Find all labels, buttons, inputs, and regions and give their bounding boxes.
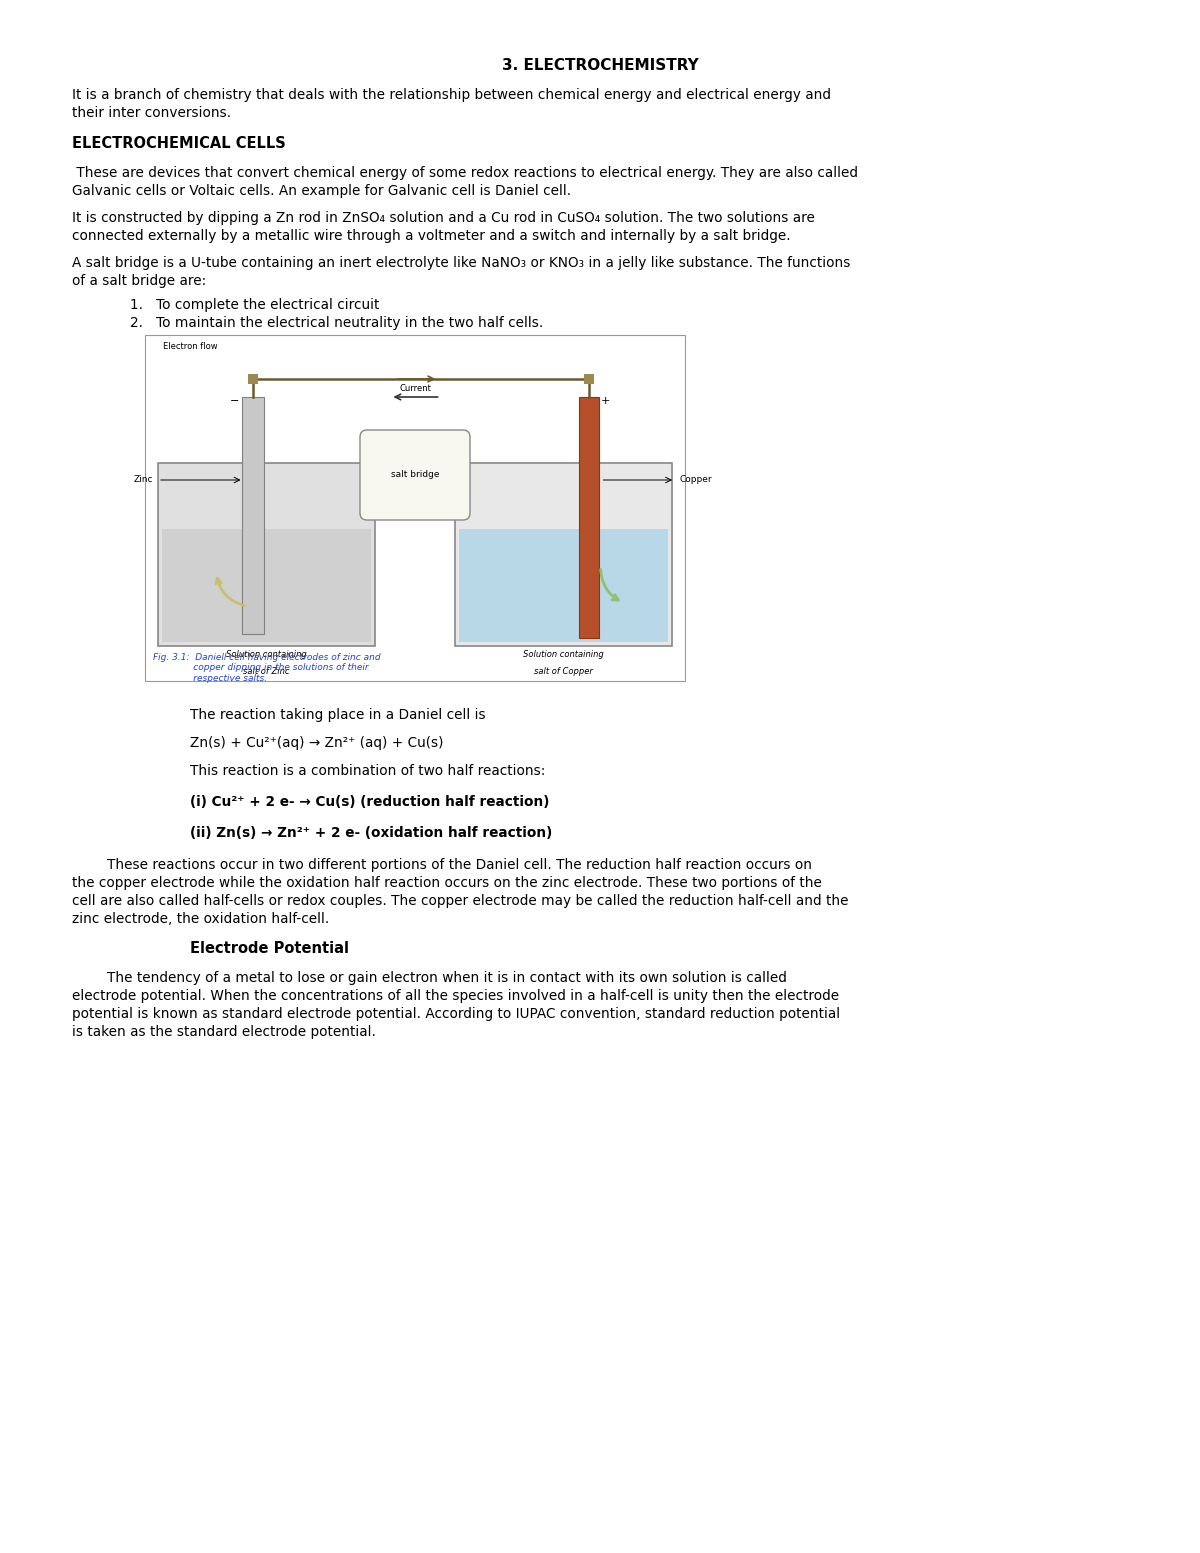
Text: salt of Zinc: salt of Zinc [244,666,289,676]
Text: is taken as the standard electrode potential.: is taken as the standard electrode poten… [72,1025,376,1039]
Text: −: − [230,396,239,405]
Text: Copper: Copper [680,475,713,485]
Bar [578,398,599,638]
Bar [455,463,672,646]
Bar [583,374,594,384]
Text: zinc electrode, the oxidation half-cell.: zinc electrode, the oxidation half-cell. [72,912,329,926]
Text: Electrode Potential: Electrode Potential [190,941,349,957]
Bar [247,374,258,384]
Text: 1.   To complete the electrical circuit: 1. To complete the electrical circuit [130,298,379,312]
Text: Galvanic cells or Voltaic cells. An example for Galvanic cell is Daniel cell.: Galvanic cells or Voltaic cells. An exam… [72,183,571,197]
Text: (ii) Zn(s) → Zn²⁺ + 2 e- (oxidation half reaction): (ii) Zn(s) → Zn²⁺ + 2 e- (oxidation half… [190,826,552,840]
Text: The tendency of a metal to lose or gain electron when it is in contact with its : The tendency of a metal to lose or gain … [72,971,787,985]
Text: connected externally by a metallic wire through a voltmeter and a switch and int: connected externally by a metallic wire … [72,228,791,242]
Text: 2.   To maintain the electrical neutrality in the two half cells.: 2. To maintain the electrical neutrality… [130,315,544,329]
Text: This reaction is a combination of two half reactions:: This reaction is a combination of two ha… [190,764,545,778]
Text: of a salt bridge are:: of a salt bridge are: [72,273,206,287]
Bar [145,335,685,682]
Text: salt bridge: salt bridge [391,471,439,480]
Text: 3. ELECTROCHEMISTRY: 3. ELECTROCHEMISTRY [502,57,698,73]
Text: It is a branch of chemistry that deals with the relationship between chemical en: It is a branch of chemistry that deals w… [72,89,830,102]
Text: It is constructed by dipping a Zn rod in ZnSO₄ solution and a Cu rod in CuSO₄ so: It is constructed by dipping a Zn rod in… [72,211,815,225]
Text: Current: Current [400,384,432,393]
Text: Zinc: Zinc [133,475,154,485]
Text: (i) Cu²⁺ + 2 e- → Cu(s) (reduction half reaction): (i) Cu²⁺ + 2 e- → Cu(s) (reduction half … [190,795,550,809]
Text: These reactions occur in two different portions of the Daniel cell. The reductio: These reactions occur in two different p… [72,857,812,871]
Text: their inter conversions.: their inter conversions. [72,106,232,120]
Bar [162,528,371,641]
Text: Fig. 3.1:  Daniell cell having electrodes of zinc and
              copper dippi: Fig. 3.1: Daniell cell having electrodes… [154,652,380,683]
Text: cell are also called half-cells or redox couples. The copper electrode may be ca: cell are also called half-cells or redox… [72,895,848,909]
FancyBboxPatch shape [360,430,470,520]
Text: salt of Copper: salt of Copper [534,666,593,676]
Text: the copper electrode while the oxidation half reaction occurs on the zinc electr: the copper electrode while the oxidation… [72,876,822,890]
Text: potential is known as standard electrode potential. According to IUPAC conventio: potential is known as standard electrode… [72,1006,840,1020]
Text: Solution containing: Solution containing [226,651,307,658]
Text: A salt bridge is a U-tube containing an inert electrolyte like NaNO₃ or KNO₃ in : A salt bridge is a U-tube containing an … [72,256,851,270]
Text: Solution containing: Solution containing [523,651,604,658]
Text: The reaction taking place in a Daniel cell is: The reaction taking place in a Daniel ce… [190,708,486,722]
Bar [158,463,374,646]
Bar [458,528,668,641]
Text: +: + [601,396,610,405]
Text: ELECTROCHEMICAL CELLS: ELECTROCHEMICAL CELLS [72,137,286,151]
Text: electrode potential. When the concentrations of all the species involved in a ha: electrode potential. When the concentrat… [72,989,839,1003]
Bar [241,398,264,634]
Text: Zn(s) + Cu²⁺(aq) → Zn²⁺ (aq) + Cu(s): Zn(s) + Cu²⁺(aq) → Zn²⁺ (aq) + Cu(s) [190,736,444,750]
Text: Electron flow: Electron flow [163,342,217,351]
Text: These are devices that convert chemical energy of some redox reactions to electr: These are devices that convert chemical … [72,166,858,180]
